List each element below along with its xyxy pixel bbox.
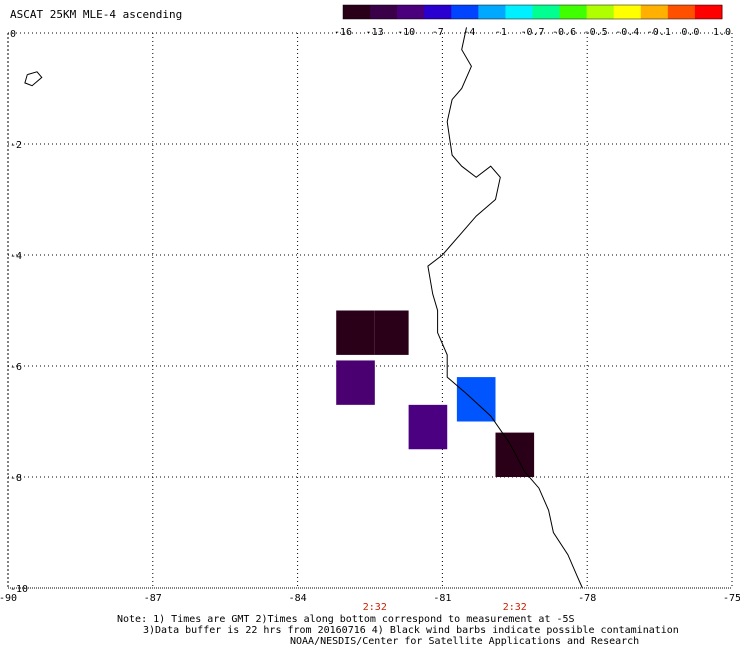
- colorbar-swatch: [505, 5, 533, 19]
- map-frame: [7, 32, 733, 589]
- colorbar-swatch: [397, 5, 425, 19]
- wind-cell: [495, 432, 535, 477]
- note-line-2: 3)Data buffer is 22 hrs from 20160716 4)…: [143, 625, 679, 636]
- colorbar-swatch: [478, 5, 506, 19]
- y-tick-label: -2: [10, 140, 22, 151]
- island-path: [24, 71, 43, 87]
- colorbar-swatch: [613, 5, 642, 19]
- y-tick-label: -4: [10, 251, 22, 262]
- wind-cell: [336, 360, 375, 405]
- colorbar-swatch: [586, 5, 615, 19]
- colorbar-label: 0.0: [681, 27, 699, 38]
- colorbar-swatch: [559, 5, 588, 19]
- colorbar-swatch: [451, 5, 479, 19]
- colorbar-swatch: [370, 5, 398, 19]
- colorbar-label: -4: [463, 27, 475, 38]
- colorbar-outline: [342, 4, 723, 20]
- wind-cell: [408, 404, 448, 450]
- x-tick-label: -84: [289, 593, 307, 604]
- colorbar-label: -0.4: [615, 27, 639, 38]
- colorbar-swatch: [424, 5, 452, 19]
- colorbar-label: -0.1: [647, 27, 671, 38]
- colorbar-label: -7: [432, 27, 444, 38]
- colorbar-swatch: [694, 5, 723, 19]
- y-tick-label: -6: [10, 362, 22, 373]
- colorbar-swatch: [667, 5, 696, 19]
- axis-ticks: -90 -87 -84 -81 -78 -75 0 -2 -4 -6 -8 -10 2:32 2:32: [0, 29, 740, 613]
- coastline: [24, 27, 583, 589]
- y-tick-label: -10: [10, 584, 28, 595]
- wind-cell: [374, 310, 409, 355]
- note-line-3: NOAA/NESDIS/Center for Satellite Applica…: [290, 636, 640, 647]
- colorbar-label: -0.5: [584, 27, 608, 38]
- wind-cells: [336, 310, 535, 477]
- x-tick-label: -81: [433, 593, 451, 604]
- colorbar-swatch: [532, 5, 561, 19]
- map-title: ASCAT 25KM MLE-4 ascending: [10, 8, 183, 21]
- wind-cell: [336, 310, 375, 355]
- time-label: 2:32: [363, 602, 387, 613]
- y-tick-label: 0: [10, 29, 16, 40]
- colorbar-swatch: [640, 5, 669, 19]
- y-tick-label: -8: [10, 473, 22, 484]
- coastline-path: [427, 27, 583, 589]
- time-label: 2:32: [503, 602, 527, 613]
- colorbar-swatch: [343, 5, 371, 19]
- x-tick-label: -75: [723, 593, 740, 604]
- map-grid: [7, 32, 733, 589]
- x-tick-label: -90: [0, 593, 17, 604]
- x-tick-label: -78: [578, 593, 596, 604]
- colorbar-label: -10: [397, 27, 415, 38]
- note-line-1: Note: 1) Times are GMT 2)Times along bot…: [117, 614, 575, 625]
- colorbar-label: -13: [366, 27, 384, 38]
- x-tick-label: -87: [144, 593, 162, 604]
- colorbar-label: -16: [334, 27, 352, 38]
- colorbar-label: 1.0: [713, 27, 731, 38]
